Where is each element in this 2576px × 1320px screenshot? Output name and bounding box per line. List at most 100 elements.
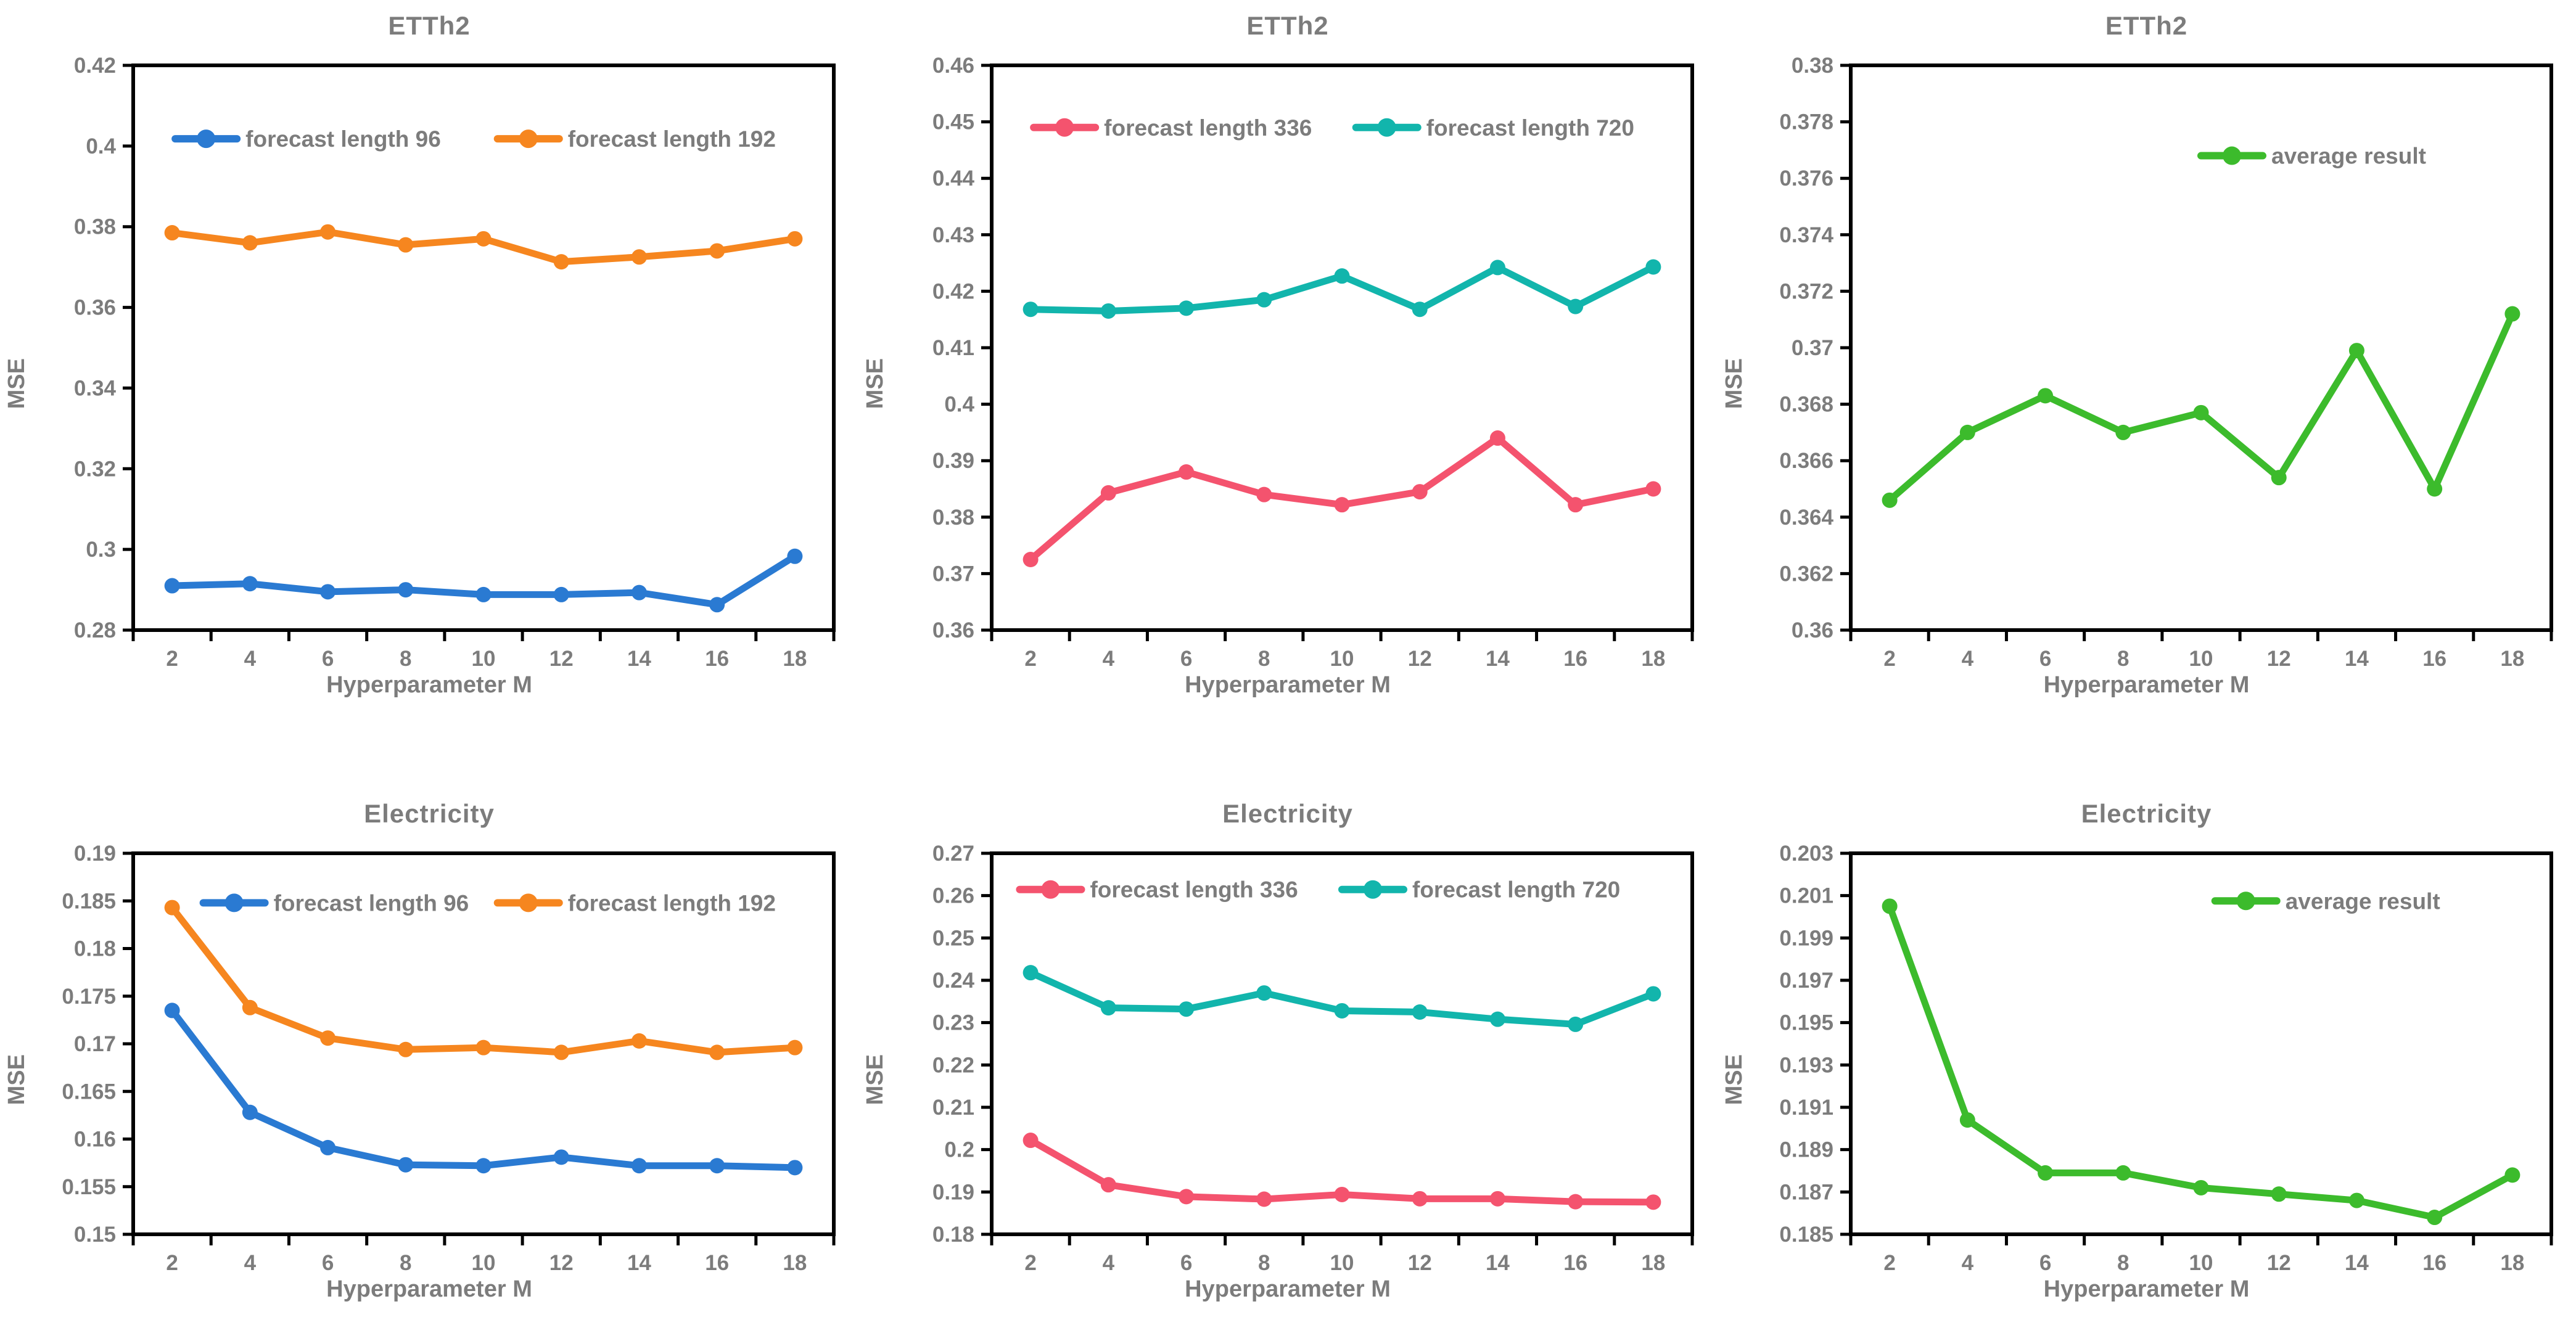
line-plot: 0.185 0.187 0.189 0.191 0.193 0.195 0.197 0.199… xyxy=(1779,842,2553,1275)
y-tick-label: 0.21 xyxy=(932,1096,974,1120)
x-tick-label: 16 xyxy=(1563,1251,1587,1275)
y-tick-label: 0.4 xyxy=(86,134,116,158)
data-point xyxy=(1023,965,1039,981)
data-point xyxy=(1645,259,1661,275)
y-tick-label: 0.191 xyxy=(1779,1096,1833,1120)
data-point xyxy=(709,1044,725,1060)
y-tick-label: 0.165 xyxy=(62,1080,116,1104)
y-tick-label: 0.42 xyxy=(74,54,116,78)
y-tick-label: 0.22 xyxy=(932,1053,974,1077)
x-tick-label: 8 xyxy=(400,1251,411,1275)
data-point xyxy=(2037,388,2053,404)
x-tick-label: 12 xyxy=(549,647,574,671)
data-point xyxy=(1179,464,1195,480)
data-point xyxy=(242,576,258,592)
chart-title: ETTh2 xyxy=(2105,11,2188,40)
y-tick-label: 0.189 xyxy=(1779,1138,1833,1162)
data-point xyxy=(1100,1000,1116,1016)
y-tick-label: 0.42 xyxy=(932,279,974,303)
data-point xyxy=(1100,485,1116,501)
legend-marker-icon xyxy=(1041,880,1060,899)
y-tick-label: 0.199 xyxy=(1779,926,1833,950)
data-point xyxy=(1412,1004,1428,1020)
data-point xyxy=(553,1149,569,1165)
y-axis-label: MSE xyxy=(1721,358,1747,409)
y-tick-label: 0.43 xyxy=(932,223,974,247)
y-tick-label: 0.368 xyxy=(1779,393,1833,417)
plot-row: MSE 0.28 0.3 0.32 0.34 0.36 0.38 0.4 0.42 2 4 6 8 10… xyxy=(4,49,855,674)
data-point xyxy=(242,1104,258,1120)
x-tick-label: 10 xyxy=(472,647,496,671)
x-tick-label: 12 xyxy=(2266,1251,2290,1275)
x-axis-label: Hyperparameter M xyxy=(1185,672,1391,698)
y-tick-label: 0.4 xyxy=(944,393,974,417)
y-tick-label: 0.38 xyxy=(74,215,116,239)
x-tick-label: 18 xyxy=(2500,647,2524,671)
legend-marker-icon xyxy=(519,893,538,912)
legend-label: forecast length 336 xyxy=(1090,877,1298,903)
plot-row: MSE 0.185 0.187 0.189 0.191 0.193 0.195 0.197 0… xyxy=(1721,837,2572,1279)
data-point xyxy=(398,1041,414,1057)
y-tick-label: 0.19 xyxy=(932,1180,974,1204)
data-point xyxy=(631,584,647,601)
data-point xyxy=(631,1033,647,1049)
data-point xyxy=(398,1157,414,1173)
y-tick-label: 0.155 xyxy=(62,1175,116,1199)
y-axis-label: MSE xyxy=(4,1054,30,1105)
series-line xyxy=(168,1007,799,1171)
data-point xyxy=(1645,481,1661,497)
x-tick-label: 12 xyxy=(2266,647,2290,671)
legend-label: average result xyxy=(2271,144,2426,169)
y-tick-label: 0.197 xyxy=(1779,969,1833,993)
legend-label: forecast length 720 xyxy=(1412,877,1620,903)
y-tick-label: 0.25 xyxy=(932,926,974,950)
data-point xyxy=(1256,1191,1272,1207)
x-tick-label: 12 xyxy=(549,1251,574,1275)
legend-marker-icon xyxy=(1364,880,1382,899)
x-tick-label: 12 xyxy=(1408,1251,1432,1275)
chart-card-etth2-average: ETTh2 MSE 0.36 0.362 0.364 0.366 0.368 0.37 0.… xyxy=(1717,0,2576,715)
y-tick-label: 0.175 xyxy=(62,985,116,1009)
data-point xyxy=(1882,898,1898,914)
x-tick-label: 2 xyxy=(166,1251,178,1275)
legend-marker-icon xyxy=(2222,146,2241,165)
data-point xyxy=(1412,301,1428,318)
x-axis-label: Hyperparameter M xyxy=(326,672,532,698)
x-axis-label: Hyperparameter M xyxy=(326,1276,532,1302)
data-point xyxy=(1256,292,1272,308)
y-tick-label: 0.374 xyxy=(1779,223,1833,247)
x-axis-label: Hyperparameter M xyxy=(2043,672,2250,698)
line-plot: 0.15 0.155 0.16 0.165 0.17 0.175 0.18 0.185 0.19… xyxy=(62,842,836,1275)
plot-border xyxy=(1848,64,2553,632)
y-tick-label: 0.201 xyxy=(1779,884,1833,908)
x-tick-label: 6 xyxy=(322,647,334,671)
plot-row: MSE 0.18 0.19 0.2 0.21 0.22 0.23 0.24 0.25 0.26 0… xyxy=(862,837,1713,1279)
data-point xyxy=(787,548,803,564)
y-tick-label: 0.46 xyxy=(932,54,974,78)
data-point xyxy=(164,578,180,594)
y-tick-label: 0.45 xyxy=(932,110,974,134)
x-tick-label: 14 xyxy=(2344,1251,2368,1275)
x-tick-label: 14 xyxy=(1486,1251,1510,1275)
data-point xyxy=(1412,1191,1428,1207)
data-point xyxy=(2037,1165,2053,1181)
y-tick-label: 0.17 xyxy=(74,1032,116,1056)
x-tick-label: 18 xyxy=(2500,1251,2524,1275)
data-point xyxy=(2271,1186,2287,1202)
x-tick-label: 8 xyxy=(400,647,411,671)
chart-card-electricity-336-720: Electricity MSE 0.18 0.19 0.2 0.21 0.22 0.23 0… xyxy=(858,715,1717,1320)
data-point xyxy=(709,1158,725,1174)
data-point xyxy=(1645,986,1661,1002)
data-point xyxy=(1489,1011,1505,1027)
y-tick-label: 0.3 xyxy=(86,538,116,562)
legend-label: forecast length 192 xyxy=(568,890,776,916)
x-tick-label: 8 xyxy=(1258,1251,1270,1275)
data-point xyxy=(1100,1177,1116,1193)
data-point xyxy=(787,231,803,247)
y-tick-label: 0.16 xyxy=(74,1128,116,1152)
data-point xyxy=(1489,260,1505,276)
y-axis-label: MSE xyxy=(862,1054,888,1105)
x-tick-label: 16 xyxy=(2422,1251,2446,1275)
legend-label: forecast length 96 xyxy=(274,890,469,916)
